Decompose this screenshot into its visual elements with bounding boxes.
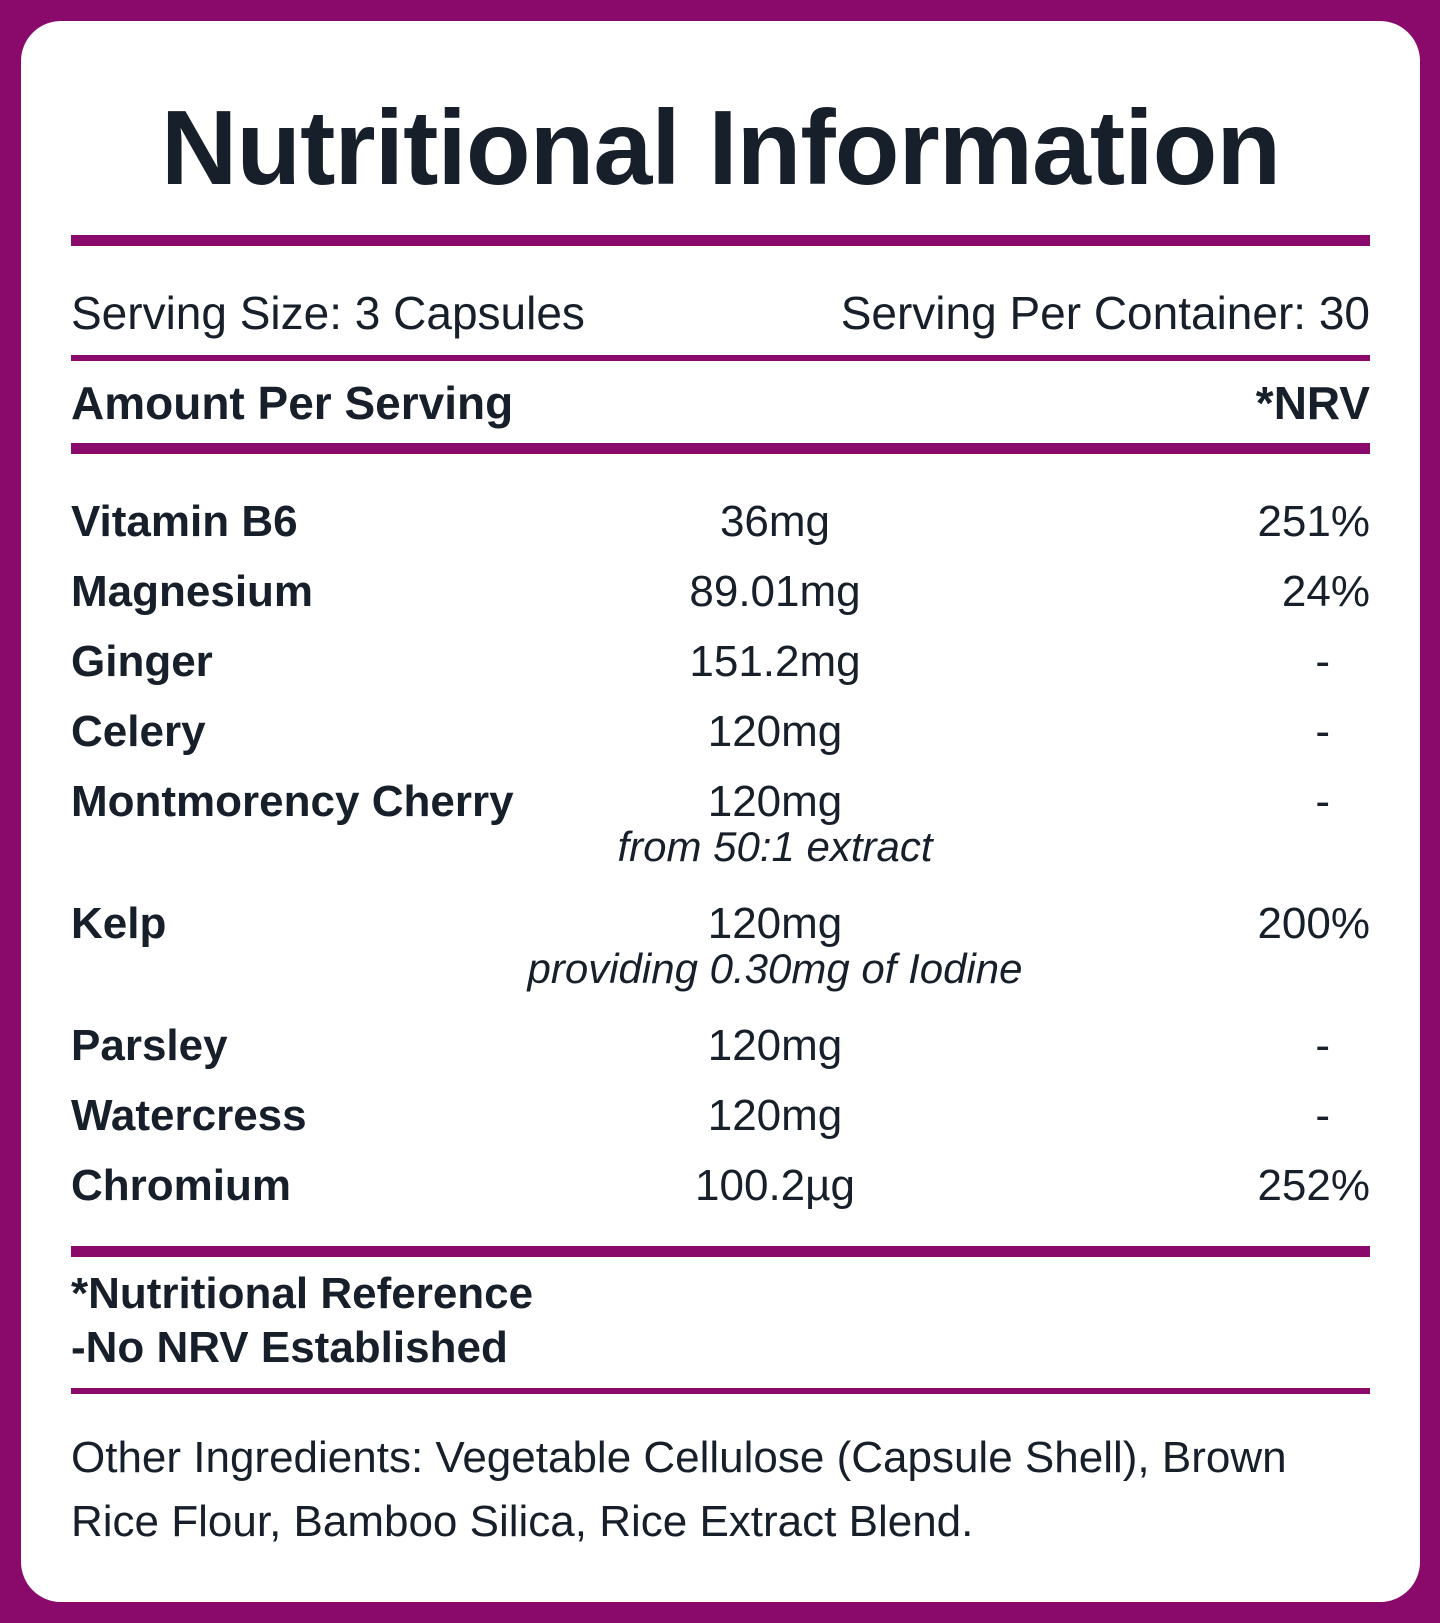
serving-size: Serving Size: 3 Capsules bbox=[71, 287, 585, 339]
nutrient-amount: 100.2µg bbox=[695, 1161, 855, 1210]
divider-top bbox=[71, 235, 1370, 246]
nutrient-amount: 120mg bbox=[707, 899, 843, 948]
nrv-label: *NRV bbox=[1255, 377, 1370, 429]
nutrient-nrv: 252% bbox=[1257, 1161, 1370, 1210]
page-title: Nutritional Information bbox=[160, 89, 1281, 207]
footnotes: *Nutritional Reference -No NRV Establish… bbox=[71, 1267, 533, 1375]
nutrient-name: Chromium bbox=[71, 1161, 291, 1210]
nutrient-row: Ginger 151.2mg - bbox=[71, 632, 1370, 692]
amount-per-serving-label: Amount Per Serving bbox=[71, 377, 514, 429]
nutrient-name: Parsley bbox=[71, 1021, 228, 1070]
divider-header bbox=[71, 443, 1370, 454]
nutrient-nrv: - bbox=[1315, 1021, 1330, 1070]
nutrient-row: Kelp 120mg 200% providing 0.30mg of Iodi… bbox=[71, 894, 1370, 992]
nutrient-name: Celery bbox=[71, 707, 206, 756]
nutrient-amount: 36mg bbox=[719, 497, 831, 546]
nutrient-amount: 120mg bbox=[707, 1021, 843, 1070]
nutrient-name: Kelp bbox=[71, 899, 167, 948]
divider-bottom bbox=[71, 1388, 1370, 1394]
nutrient-note: from 50:1 extract bbox=[617, 823, 933, 870]
nutrient-nrv: - bbox=[1315, 707, 1330, 756]
nutrient-row: Chromium 100.2µg 252% bbox=[71, 1156, 1370, 1216]
nutrient-row: Parsley 120mg - bbox=[71, 1016, 1370, 1076]
nutrient-nrv: - bbox=[1315, 637, 1330, 686]
nutrient-row: Celery 120mg - bbox=[71, 702, 1370, 762]
nutrient-nrv: - bbox=[1315, 777, 1330, 826]
serving-row: Serving Size: 3 Capsules Serving Per Con… bbox=[71, 283, 1370, 343]
nutrient-nrv: 24% bbox=[1281, 567, 1370, 616]
nutrient-note: providing 0.30mg of Iodine bbox=[527, 945, 1023, 992]
amount-header-row: Amount Per Serving *NRV bbox=[71, 373, 1370, 433]
divider-serving bbox=[71, 355, 1370, 361]
nutrient-nrv: 251% bbox=[1257, 497, 1370, 546]
nutrient-row: Vitamin B6 36mg 251% bbox=[71, 492, 1370, 552]
nutrient-row: Montmorency Cherry 120mg - from 50:1 ext… bbox=[71, 772, 1370, 870]
footnote-no-nrv: -No NRV Established bbox=[71, 1323, 508, 1372]
nutrient-nrv: 200% bbox=[1257, 899, 1370, 948]
divider-footnote bbox=[71, 1246, 1370, 1257]
nutrient-row: Magnesium 89.01mg 24% bbox=[71, 562, 1370, 622]
nutrient-amount: 120mg bbox=[707, 777, 843, 826]
servings-per-container: Serving Per Container: 30 bbox=[840, 287, 1370, 339]
nutrient-nrv: - bbox=[1315, 1091, 1330, 1140]
nutrient-amount: 89.01mg bbox=[689, 567, 861, 616]
nutrient-name: Watercress bbox=[71, 1091, 307, 1140]
other-ingredients: Other Ingredients: Vegetable Cellulose (… bbox=[71, 1433, 1287, 1546]
nutrient-name: Magnesium bbox=[71, 567, 314, 616]
footnote-nrv: *Nutritional Reference bbox=[71, 1269, 534, 1318]
nutrient-name: Ginger bbox=[71, 637, 213, 686]
nutrient-amount: 120mg bbox=[707, 1091, 843, 1140]
nutrient-amount: 151.2mg bbox=[689, 637, 861, 686]
nutrition-card: Nutritional Information Serving Size: 3 … bbox=[21, 21, 1420, 1602]
nutrient-row: Watercress 120mg - bbox=[71, 1086, 1370, 1146]
nutrient-amount: 120mg bbox=[707, 707, 843, 756]
nutrient-name: Montmorency Cherry bbox=[71, 777, 514, 826]
nutrient-name: Vitamin B6 bbox=[71, 497, 298, 546]
